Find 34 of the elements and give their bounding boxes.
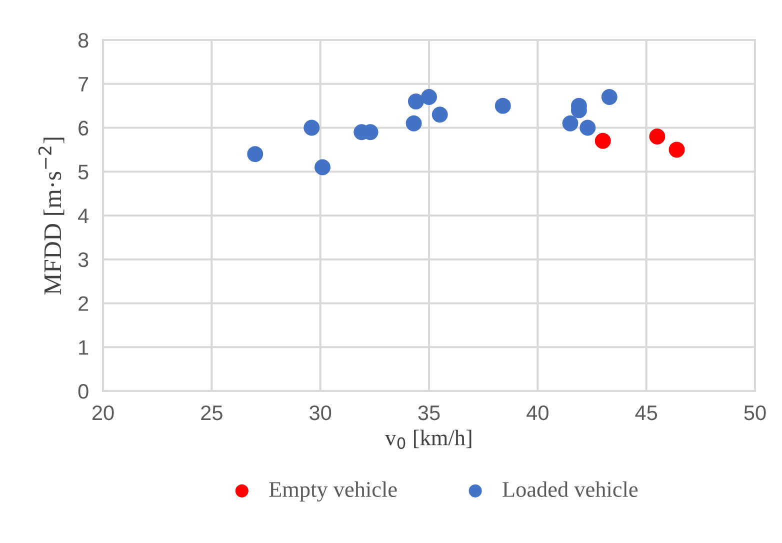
point bbox=[668, 142, 685, 158]
y-tick-label: 6 bbox=[78, 120, 88, 136]
y-tick-label: 2 bbox=[78, 296, 88, 311]
x-tick-label: 30 bbox=[310, 405, 332, 420]
point bbox=[601, 89, 618, 106]
x-tick-label: 45 bbox=[635, 406, 658, 420]
point bbox=[408, 93, 424, 110]
y-tick-label: 7 bbox=[78, 77, 88, 92]
y-tick-label: 8 bbox=[78, 33, 88, 48]
point bbox=[421, 89, 437, 106]
legend-label: Loaded vehicle bbox=[502, 481, 638, 497]
point bbox=[594, 132, 611, 149]
y-axis-title: MFDD [m·s$^{−2}$] bbox=[38, 138, 64, 295]
point bbox=[247, 146, 264, 162]
y-tick-label: 5 bbox=[78, 164, 88, 180]
x-tick-label: 20 bbox=[92, 405, 114, 420]
point bbox=[580, 120, 596, 136]
point bbox=[314, 159, 330, 176]
point bbox=[406, 115, 422, 132]
y-tick-label: 1 bbox=[79, 340, 88, 355]
x-tick-label: 50 bbox=[744, 405, 766, 420]
y-tick-label: 4 bbox=[78, 208, 88, 224]
point bbox=[494, 98, 511, 114]
point bbox=[432, 106, 448, 123]
y-tick-label: 0 bbox=[78, 384, 88, 399]
x-axis-title: v$_{0}$ [km/h] bbox=[385, 430, 472, 450]
y-tick-label: 3 bbox=[78, 252, 88, 268]
x-tick-label: 40 bbox=[526, 405, 548, 420]
point bbox=[562, 115, 578, 132]
legend-label: Empty vehicle bbox=[269, 481, 397, 502]
x-tick-label: 35 bbox=[418, 405, 440, 420]
point bbox=[304, 120, 320, 136]
point bbox=[649, 128, 666, 145]
x-tick-label: 25 bbox=[201, 405, 222, 420]
